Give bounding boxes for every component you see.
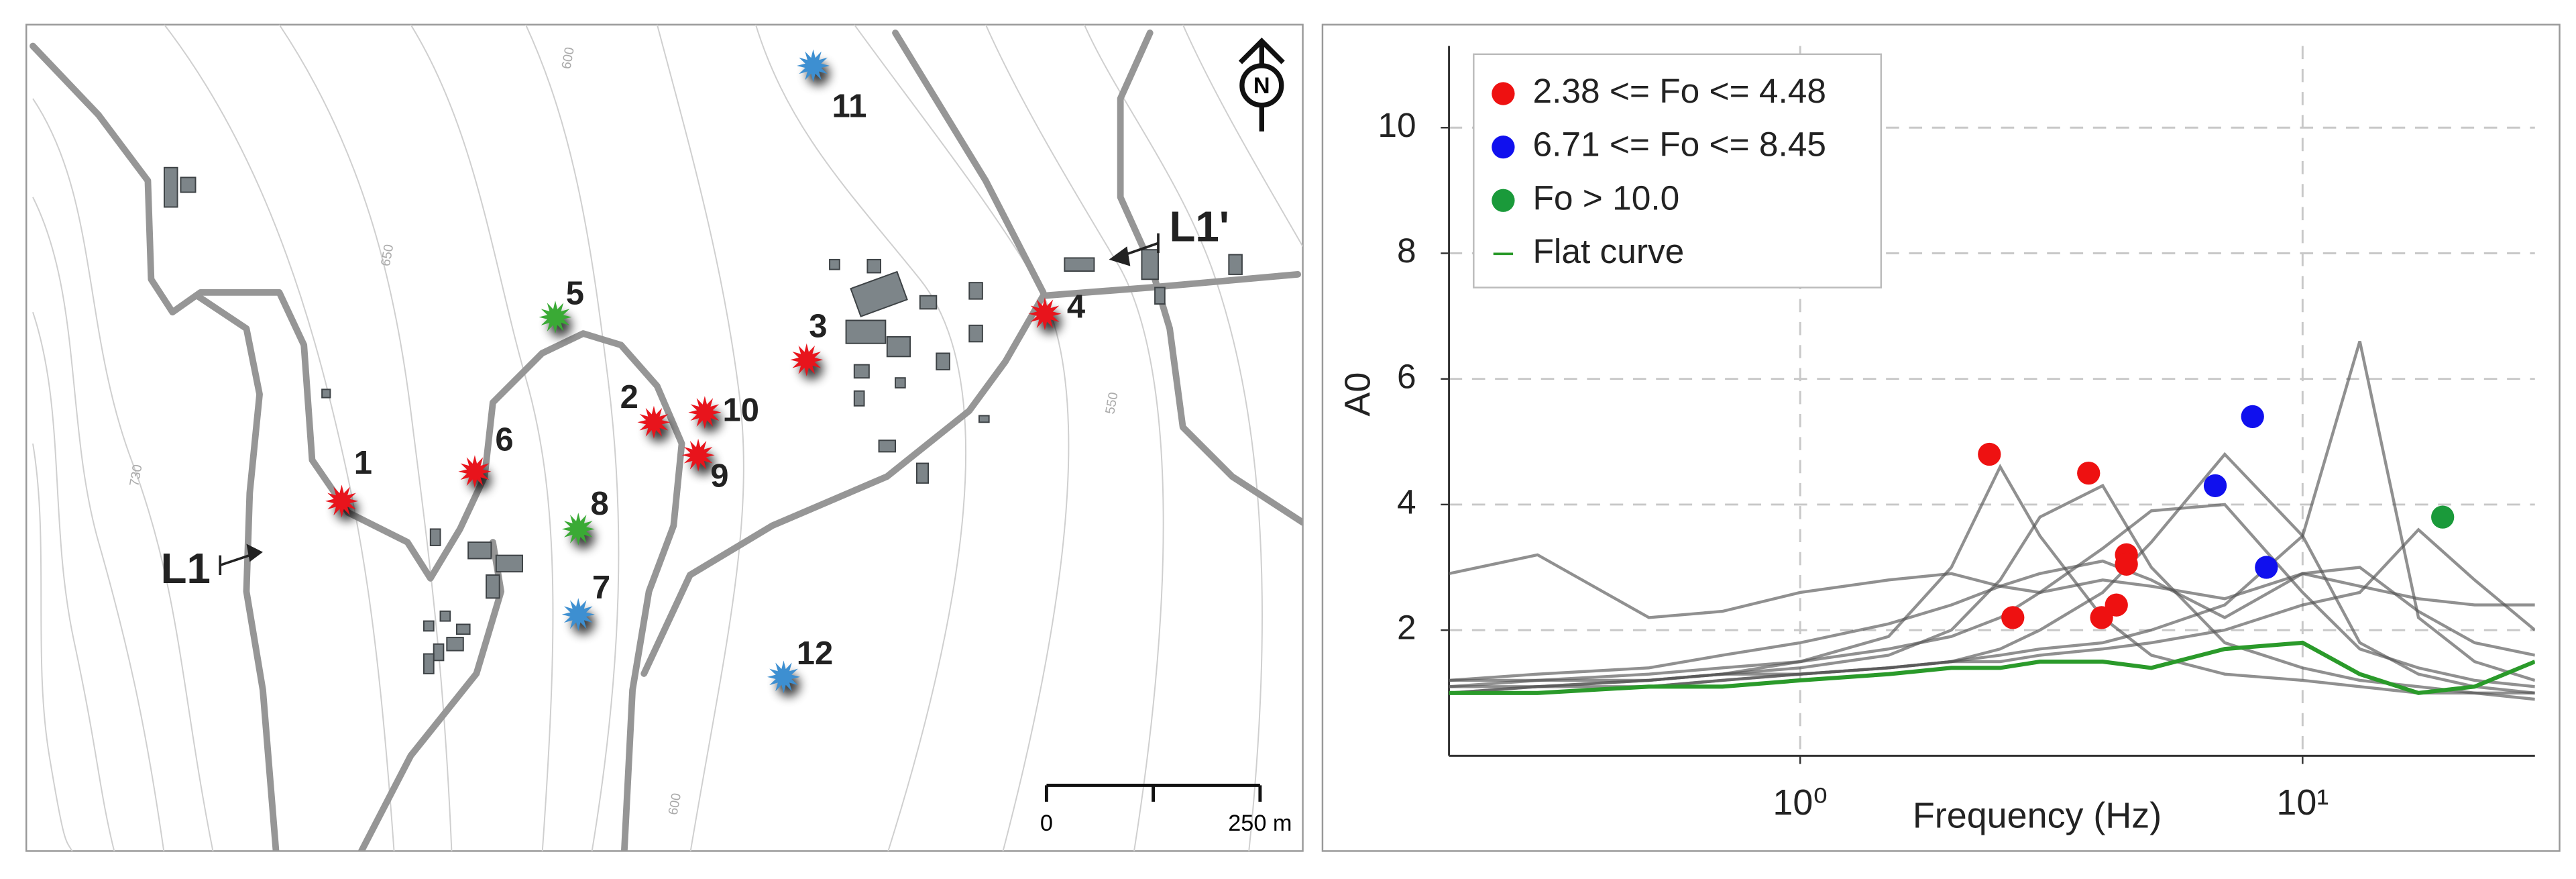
station-marker xyxy=(790,343,824,376)
scale-label: 0 xyxy=(1040,811,1053,836)
peak-point xyxy=(2105,593,2128,617)
hvsr-curve xyxy=(1449,527,2535,695)
peak-point xyxy=(2431,505,2455,529)
station-label: 1 xyxy=(354,445,372,481)
station-label: 11 xyxy=(832,89,867,125)
buildings xyxy=(163,166,1243,674)
station-label: 6 xyxy=(495,422,513,458)
map: 600 650 730 600 550 xyxy=(25,23,1304,852)
station-label: 7 xyxy=(592,570,610,606)
station-marker xyxy=(767,660,800,694)
station-label: 8 xyxy=(590,486,608,522)
peak-point xyxy=(2115,552,2138,576)
profile-label: L1' xyxy=(1169,203,1229,251)
north-arrow: N xyxy=(1238,38,1285,132)
station-label: 3 xyxy=(809,309,827,345)
profile-arrow-head xyxy=(1109,246,1131,266)
station-marker xyxy=(325,484,359,518)
station-marker xyxy=(561,512,595,546)
station-marker xyxy=(637,405,671,439)
y-tick-label: 8 xyxy=(1397,231,1416,270)
hvsr-curve xyxy=(1449,559,2535,682)
peak-point xyxy=(2077,461,2101,485)
y-tick-label: 10 xyxy=(1378,105,1416,144)
legend-label: Fo > 10.0 xyxy=(1532,178,1679,217)
y-axis-label: A0 xyxy=(1338,372,1378,417)
profile-arrow-head xyxy=(246,544,263,562)
station-label: 10 xyxy=(723,393,759,429)
legend-marker xyxy=(1492,82,1515,105)
plot-area xyxy=(1449,340,2535,701)
legend-label: 6.71 <= Fo <= 8.45 xyxy=(1532,125,1826,164)
legend-box xyxy=(1473,53,1883,289)
station-label: 4 xyxy=(1067,289,1085,325)
profile-label: L1 xyxy=(161,545,211,592)
station-label: 9 xyxy=(710,458,728,494)
scale-label: 250 m xyxy=(1228,811,1292,836)
y-tick-label: 6 xyxy=(1397,356,1416,395)
y-tick-label: 2 xyxy=(1397,608,1416,647)
peak-point xyxy=(1978,442,2001,466)
station-marker xyxy=(561,598,595,631)
station-marker xyxy=(1028,297,1062,331)
y-tick-label: 4 xyxy=(1397,482,1416,521)
chart: Frequency (Hz) A0 2 4 6 8 10 10⁰ 10¹ 2.38 <= Fo… xyxy=(1338,46,2535,836)
legend-label: Flat curve xyxy=(1532,231,1684,270)
station-label: 12 xyxy=(797,635,833,672)
peak-point xyxy=(2255,556,2278,579)
hvsr-curve xyxy=(1449,340,2535,688)
peak-point xyxy=(2001,606,2025,629)
contours xyxy=(32,24,1303,851)
station-marker xyxy=(539,301,572,334)
station-label: 2 xyxy=(620,379,638,415)
station-marker xyxy=(681,438,715,472)
legend-marker xyxy=(1492,189,1515,212)
peak-point xyxy=(2203,474,2227,497)
scale-bar: 0 250 m xyxy=(1040,783,1292,836)
station-marker xyxy=(797,49,830,83)
station-marker xyxy=(688,396,722,429)
hvsr-curve xyxy=(1449,553,2535,619)
peak-point xyxy=(2241,405,2264,429)
legend-label: 2.38 <= Fo <= 4.48 xyxy=(1532,71,1826,110)
x-tick-label: 10¹ xyxy=(2276,782,2329,823)
station-label: 5 xyxy=(566,276,584,312)
north-label: N xyxy=(1253,73,1270,99)
flat-curve xyxy=(1449,640,2535,695)
x-axis-label: Frequency (Hz) xyxy=(1913,796,2162,836)
map-body: 600 650 730 600 550 xyxy=(30,24,1303,851)
legend-marker xyxy=(1492,136,1515,159)
station-marker xyxy=(458,455,492,488)
x-tick-label: 10⁰ xyxy=(1773,782,1828,823)
